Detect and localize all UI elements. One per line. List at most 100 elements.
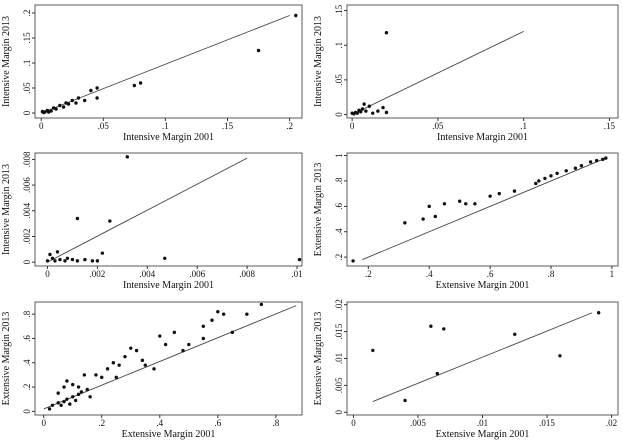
data-point xyxy=(403,398,407,403)
y-tick-label: .4 xyxy=(334,228,344,235)
x-tick-label: .4 xyxy=(426,269,433,279)
data-point xyxy=(384,110,389,115)
data-point xyxy=(117,363,121,367)
data-point xyxy=(513,332,517,336)
x-tick-label: .1 xyxy=(162,121,169,131)
data-point xyxy=(71,382,75,387)
y-axis-label: Intensive Margin 2013 xyxy=(1,16,12,107)
data-point xyxy=(187,342,191,347)
data-point xyxy=(364,109,368,113)
data-point xyxy=(464,202,468,206)
data-point xyxy=(367,104,371,108)
data-point xyxy=(579,163,584,168)
data-point xyxy=(549,174,553,178)
plot-frame xyxy=(34,4,303,119)
y-tick-label: .002 xyxy=(22,229,32,245)
data-point xyxy=(50,403,55,407)
fit-line xyxy=(362,157,606,261)
data-point xyxy=(555,171,559,176)
data-point xyxy=(63,259,67,263)
data-point xyxy=(201,336,206,341)
fit-line xyxy=(372,312,593,402)
data-point xyxy=(59,403,63,407)
x-tick-label: .002 xyxy=(90,269,106,279)
data-point xyxy=(76,385,81,389)
data-point xyxy=(114,375,118,380)
x-tick-label: .1 xyxy=(520,121,527,131)
data-point xyxy=(95,86,99,90)
y-tick-label: .8 xyxy=(22,310,32,317)
x-axis-label: Intensive Margin 2001 xyxy=(123,280,214,291)
data-point xyxy=(62,385,66,389)
x-tick-label: .2 xyxy=(365,269,372,279)
data-point xyxy=(58,257,62,262)
data-point xyxy=(100,251,105,255)
data-point xyxy=(534,181,538,186)
y-axis-label: Extensive Margin 2013 xyxy=(1,312,12,406)
data-point xyxy=(403,221,407,225)
data-point xyxy=(488,194,492,198)
y-tick-label: .6 xyxy=(22,335,32,342)
data-point xyxy=(47,407,52,411)
data-point xyxy=(163,256,167,260)
y-tick-label: 0 xyxy=(22,110,32,115)
data-point xyxy=(497,191,501,196)
data-point xyxy=(594,158,599,163)
data-point xyxy=(350,111,354,115)
y-tick-label: .015 xyxy=(334,323,344,339)
x-tick-label: .2 xyxy=(286,121,293,131)
x-tick-label: .005 xyxy=(410,418,426,428)
data-point xyxy=(62,399,66,404)
data-point xyxy=(88,395,92,399)
data-point xyxy=(65,397,69,401)
fit-line xyxy=(43,305,297,410)
x-tick-label: .15 xyxy=(604,121,616,131)
x-tick-label: .2 xyxy=(98,418,105,428)
data-point xyxy=(362,102,366,106)
y-tick-label: 0 xyxy=(22,259,32,264)
y-tick-label: .8 xyxy=(334,177,344,184)
data-point xyxy=(54,107,58,111)
data-point xyxy=(355,111,359,115)
data-point xyxy=(473,202,477,206)
data-point xyxy=(75,216,80,221)
data-point xyxy=(53,259,57,263)
x-tick-label: .015 xyxy=(539,418,555,428)
y-tick-label: .4 xyxy=(22,359,32,366)
data-point xyxy=(433,214,438,219)
data-point xyxy=(537,179,541,183)
data-point xyxy=(210,318,214,322)
data-point xyxy=(65,256,70,260)
data-point xyxy=(89,88,93,93)
y-tick-label: .006 xyxy=(22,177,32,193)
plot-frame xyxy=(346,4,619,119)
x-tick-label: .8 xyxy=(273,418,280,428)
data-point xyxy=(376,109,380,113)
x-tick-label: 0 xyxy=(39,121,44,131)
y-axis-label: Intensive Margin 2013 xyxy=(313,16,324,107)
data-point xyxy=(512,189,517,193)
data-point xyxy=(123,354,127,359)
x-tick-label: .05 xyxy=(98,121,110,131)
x-tick-label: .6 xyxy=(214,418,221,428)
data-point xyxy=(221,312,226,316)
plot-frame xyxy=(34,301,303,416)
x-axis-label: Intensive Margin 2001 xyxy=(123,132,214,143)
data-point xyxy=(82,98,87,103)
data-point xyxy=(158,334,162,338)
data-point xyxy=(76,392,81,397)
data-point xyxy=(564,169,568,173)
data-point xyxy=(442,202,447,206)
y-tick-label: 1 xyxy=(334,153,344,158)
data-point xyxy=(129,346,133,350)
x-tick-label: .15 xyxy=(222,121,234,131)
x-axis-label: Intensive Margin 2001 xyxy=(437,132,528,143)
x-axis-label: Extensive Margin 2001 xyxy=(436,429,530,440)
data-point xyxy=(596,311,601,315)
y-tick-label: .004 xyxy=(22,202,32,218)
y-tick-label: .05 xyxy=(334,74,344,86)
y-tick-label: .1 xyxy=(334,42,344,49)
data-point xyxy=(50,256,55,260)
x-tick-label: .6 xyxy=(487,269,494,279)
